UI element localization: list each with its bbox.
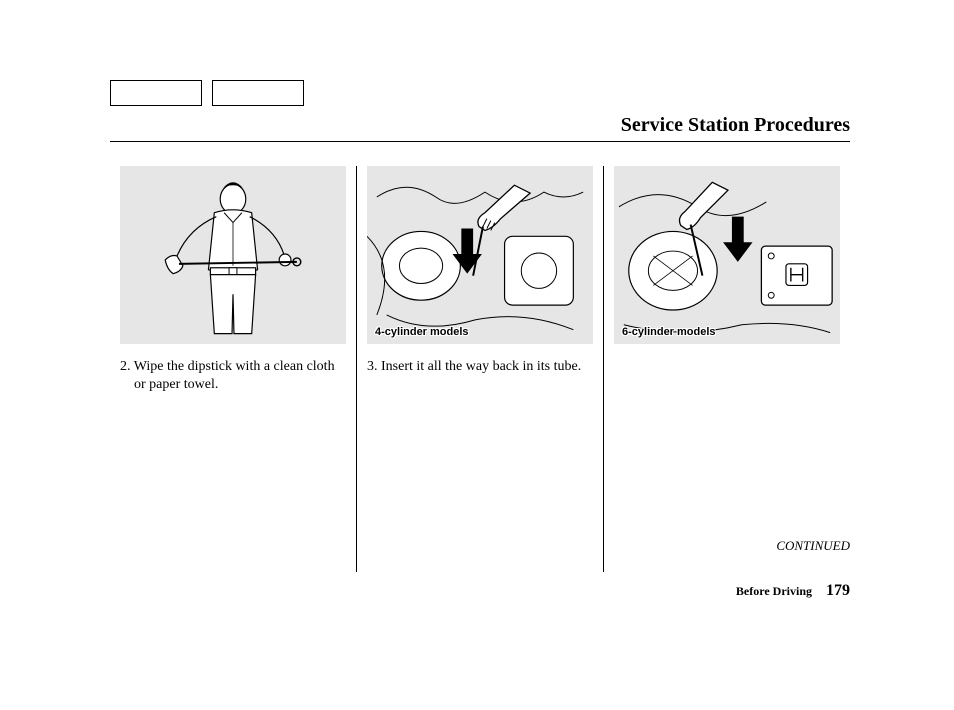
column-1: 2. Wipe the dipstick with a clean cloth … (110, 166, 356, 572)
continued-label: CONTINUED (776, 538, 850, 554)
illustration-4cyl-engine: 4-cylinder models (367, 166, 593, 344)
engine-6cyl-icon (614, 166, 840, 344)
columns: 2. Wipe the dipstick with a clean cloth … (110, 166, 850, 572)
footer-page-number: 179 (826, 582, 850, 600)
nav-placeholder-row (110, 80, 850, 106)
column-3: 6-cylinder models CONTINUED (604, 166, 850, 572)
column-2: 4-cylinder models 3. Insert it all the w… (357, 166, 603, 572)
page-footer: Before Driving 179 (110, 582, 850, 600)
step-2-text: 2. Wipe the dipstick with a clean cloth … (120, 358, 346, 394)
illustration-wipe-dipstick (120, 166, 346, 344)
engine-4cyl-icon (367, 166, 593, 344)
illustration-caption: 4-cylinder models (375, 326, 469, 338)
nav-placeholder-box (110, 80, 202, 106)
footer-section: Before Driving (736, 584, 812, 599)
illustration-caption: 6-cylinder models (622, 326, 716, 338)
manual-page: Service Station Procedures (110, 80, 850, 600)
nav-placeholder-box (212, 80, 304, 106)
illustration-6cyl-engine: 6-cylinder models (614, 166, 840, 344)
step-3-text: 3. Insert it all the way back in its tub… (367, 358, 593, 376)
page-title: Service Station Procedures (621, 114, 850, 137)
title-row: Service Station Procedures (110, 114, 850, 142)
person-wiping-dipstick-icon (120, 166, 346, 344)
